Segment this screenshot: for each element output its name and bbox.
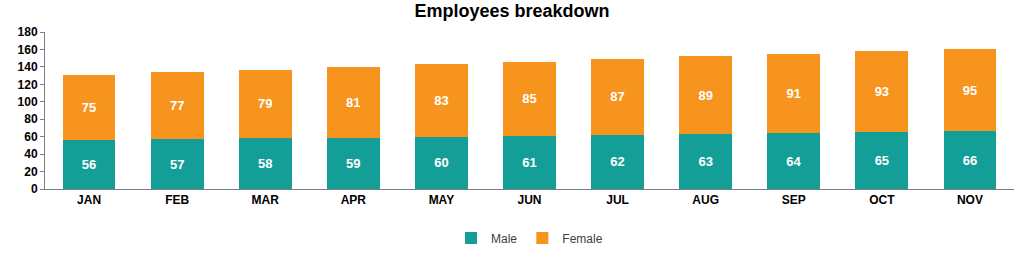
- svg-text:62: 62: [610, 154, 624, 169]
- svg-text:Employees breakdown: Employees breakdown: [414, 1, 609, 21]
- svg-text:140: 140: [18, 60, 38, 74]
- svg-text:40: 40: [24, 147, 38, 161]
- svg-text:100: 100: [18, 95, 38, 109]
- svg-text:89: 89: [698, 88, 712, 103]
- svg-text:59: 59: [346, 156, 360, 171]
- svg-text:61: 61: [522, 155, 536, 170]
- svg-text:AUG: AUG: [692, 193, 719, 207]
- svg-text:0: 0: [31, 182, 38, 196]
- svg-text:20: 20: [24, 165, 38, 179]
- svg-text:Female: Female: [562, 232, 602, 246]
- svg-text:NOV: NOV: [957, 193, 983, 207]
- svg-text:85: 85: [522, 91, 536, 106]
- svg-text:JUL: JUL: [606, 193, 629, 207]
- svg-text:MAY: MAY: [429, 193, 455, 207]
- svg-text:91: 91: [787, 86, 801, 101]
- svg-text:79: 79: [258, 96, 272, 111]
- svg-text:87: 87: [610, 89, 624, 104]
- svg-text:Male: Male: [491, 232, 517, 246]
- svg-text:63: 63: [698, 154, 712, 169]
- svg-text:64: 64: [786, 154, 801, 169]
- svg-text:80: 80: [24, 112, 38, 126]
- svg-text:57: 57: [170, 157, 184, 172]
- svg-text:93: 93: [875, 84, 889, 99]
- svg-text:60: 60: [24, 130, 38, 144]
- svg-text:120: 120: [18, 78, 38, 92]
- svg-text:MAR: MAR: [252, 193, 280, 207]
- svg-text:83: 83: [434, 93, 448, 108]
- svg-text:OCT: OCT: [869, 193, 895, 207]
- svg-text:180: 180: [18, 25, 38, 39]
- svg-text:95: 95: [963, 83, 977, 98]
- svg-text:160: 160: [18, 43, 38, 57]
- svg-text:58: 58: [258, 156, 272, 171]
- svg-text:77: 77: [170, 98, 184, 113]
- svg-text:JAN: JAN: [77, 193, 101, 207]
- svg-text:81: 81: [346, 95, 360, 110]
- svg-text:56: 56: [82, 157, 96, 172]
- svg-text:60: 60: [434, 155, 448, 170]
- svg-text:JUN: JUN: [517, 193, 541, 207]
- svg-text:66: 66: [963, 153, 977, 168]
- svg-text:FEB: FEB: [165, 193, 189, 207]
- svg-text:SEP: SEP: [782, 193, 806, 207]
- svg-text:65: 65: [875, 153, 889, 168]
- svg-text:75: 75: [82, 100, 96, 115]
- svg-text:APR: APR: [341, 193, 367, 207]
